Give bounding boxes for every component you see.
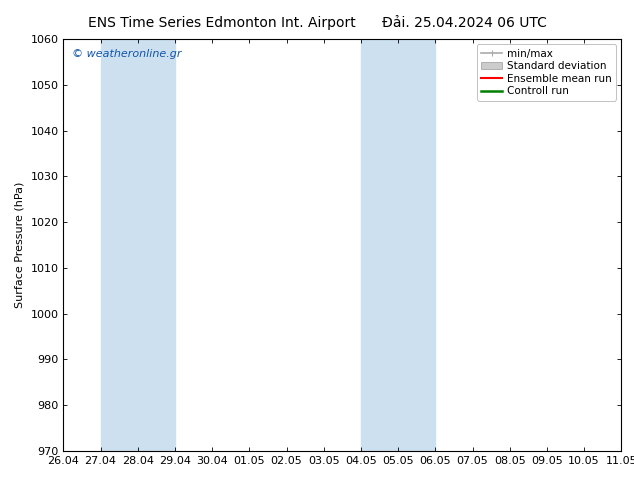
Text: ENS Time Series Edmonton Int. Airport      Đải. 25.04.2024 06 UTC: ENS Time Series Edmonton Int. Airport Đả… — [87, 15, 547, 30]
Bar — [361, 39, 436, 451]
Y-axis label: Surface Pressure (hPa): Surface Pressure (hPa) — [15, 182, 25, 308]
Text: © weatheronline.gr: © weatheronline.gr — [72, 49, 181, 59]
Legend: min/max, Standard deviation, Ensemble mean run, Controll run: min/max, Standard deviation, Ensemble me… — [477, 45, 616, 100]
Bar — [101, 39, 175, 451]
